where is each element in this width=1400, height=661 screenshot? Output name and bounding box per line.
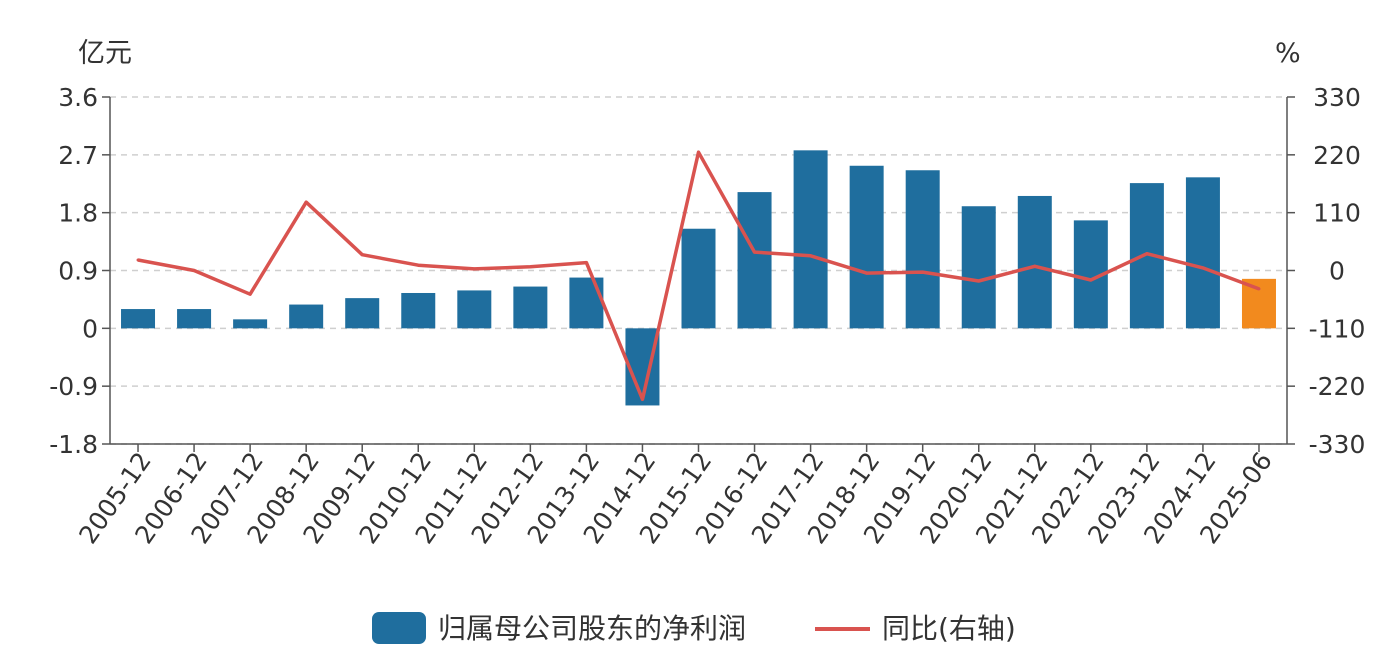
bar-2005-12 <box>121 309 156 329</box>
bar-2016-12 <box>737 192 772 329</box>
left-axis-unit: 亿元 <box>78 38 132 69</box>
bar-2024-12 <box>1185 177 1220 329</box>
bar-2020-12 <box>961 206 996 329</box>
right-axis-tick-label: -330 <box>1309 430 1366 459</box>
right-axis-tick-label: 330 <box>1313 83 1361 112</box>
left-axis-tick-label: 2.7 <box>58 141 98 170</box>
yoy-point-2017-12 <box>809 254 813 258</box>
yoy-point-2024-12 <box>1201 266 1205 270</box>
yoy-point-2006-12 <box>192 269 196 272</box>
yoy-point-2005-12 <box>136 258 140 262</box>
yoy-point-2023-12 <box>1145 252 1149 256</box>
yoy-point-2019-12 <box>921 270 925 274</box>
yoy-point-2021-12 <box>1033 264 1037 268</box>
bar-2010-12 <box>401 292 436 329</box>
bar-2013-12 <box>569 277 604 329</box>
bar-2012-12 <box>513 286 548 329</box>
bar-2019-12 <box>905 170 940 329</box>
left-axis-tick-label: -0.9 <box>49 372 98 401</box>
bar-2009-12 <box>345 298 380 329</box>
right-axis-tick-label: 110 <box>1313 199 1361 228</box>
bar-2017-12 <box>793 150 828 329</box>
yoy-point-2010-12 <box>416 263 420 267</box>
legend-line-label: 同比(右轴) <box>882 612 1016 645</box>
bar-2018-12 <box>849 165 884 329</box>
left-axis-tick-label: -1.8 <box>49 430 98 459</box>
left-axis-tick-label: 1.8 <box>58 199 98 228</box>
yoy-point-2008-12 <box>304 200 308 204</box>
yoy-point-2007-12 <box>248 292 252 296</box>
left-axis-tick-label: 0 <box>82 314 98 343</box>
bar-2007-12 <box>233 319 268 329</box>
yoy-point-2022-12 <box>1089 278 1093 282</box>
right-axis-tick-label: 220 <box>1313 141 1361 170</box>
yoy-point-2013-12 <box>584 261 588 265</box>
yoy-point-2015-12 <box>697 150 700 154</box>
bar-2006-12 <box>177 309 212 329</box>
yoy-point-2016-12 <box>753 250 757 254</box>
yoy-point-2025-06 <box>1257 287 1261 291</box>
right-axis-tick-label: 0 <box>1329 257 1345 286</box>
legend-bar-label: 归属母公司股东的净利润 <box>438 612 746 645</box>
yoy-point-2018-12 <box>865 271 869 275</box>
yoy-point-2014-12 <box>640 397 644 401</box>
bar-2011-12 <box>457 290 492 329</box>
yoy-point-2020-12 <box>977 279 981 283</box>
yoy-point-2009-12 <box>360 253 364 257</box>
bar-2015-12 <box>681 228 716 329</box>
legend-bar-swatch <box>372 612 426 644</box>
yoy-point-2011-12 <box>472 267 476 271</box>
left-axis-tick-label: 3.6 <box>58 83 98 112</box>
right-axis-unit: % <box>1275 38 1301 69</box>
left-axis-tick-label: 0.9 <box>58 257 98 286</box>
right-axis-tick-label: -220 <box>1309 372 1366 401</box>
right-axis-tick-label: -110 <box>1309 314 1366 343</box>
bar-2008-12 <box>289 304 324 329</box>
yoy-point-2012-12 <box>528 265 532 269</box>
bar-2021-12 <box>1017 195 1052 329</box>
